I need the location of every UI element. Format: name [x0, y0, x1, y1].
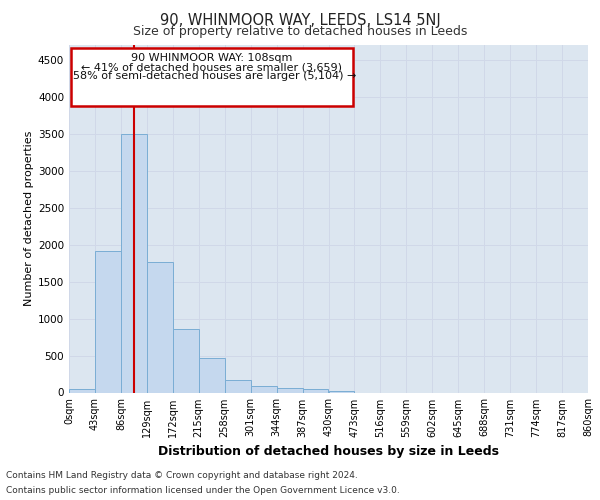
Bar: [199, 358, 224, 392]
Text: 58% of semi-detached houses are larger (5,104) →: 58% of semi-detached houses are larger (…: [73, 71, 356, 81]
Bar: [173, 329, 199, 392]
X-axis label: Distribution of detached houses by size in Leeds: Distribution of detached houses by size …: [158, 445, 499, 458]
Text: 90 WHINMOOR WAY: 108sqm: 90 WHINMOOR WAY: 108sqm: [131, 53, 292, 63]
Text: Contains public sector information licensed under the Open Government Licence v3: Contains public sector information licen…: [6, 486, 400, 495]
Text: ← 41% of detached houses are smaller (3,659): ← 41% of detached houses are smaller (3,…: [81, 62, 342, 72]
Bar: [329, 390, 355, 392]
Text: Size of property relative to detached houses in Leeds: Size of property relative to detached ho…: [133, 25, 467, 38]
FancyBboxPatch shape: [71, 48, 353, 106]
Bar: [147, 262, 173, 392]
Y-axis label: Number of detached properties: Number of detached properties: [24, 131, 34, 306]
Bar: [251, 386, 277, 392]
Bar: [95, 250, 121, 392]
Bar: [121, 134, 147, 392]
Text: Contains HM Land Registry data © Crown copyright and database right 2024.: Contains HM Land Registry data © Crown c…: [6, 471, 358, 480]
Bar: [277, 388, 302, 392]
Text: 90, WHINMOOR WAY, LEEDS, LS14 5NJ: 90, WHINMOOR WAY, LEEDS, LS14 5NJ: [160, 12, 440, 28]
Bar: [224, 380, 251, 392]
Bar: [302, 389, 329, 392]
Bar: [69, 389, 95, 392]
